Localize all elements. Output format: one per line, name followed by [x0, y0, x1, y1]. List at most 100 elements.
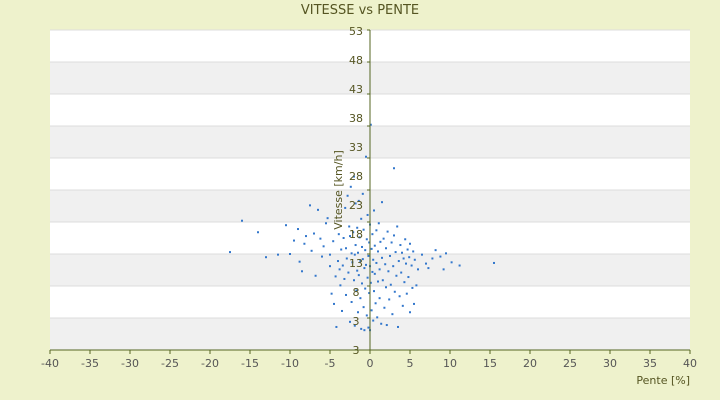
data-point [406, 248, 409, 251]
data-point [408, 256, 411, 259]
data-point [388, 298, 391, 301]
data-point [341, 309, 343, 312]
data-point [370, 309, 373, 312]
data-point [391, 313, 394, 316]
data-point [442, 268, 445, 271]
data-point [411, 286, 414, 289]
data-point [394, 251, 397, 254]
data-points [229, 123, 495, 332]
x-tick-label: 25 [563, 357, 577, 370]
data-point [413, 258, 416, 261]
data-point [425, 262, 427, 265]
data-point [321, 255, 323, 258]
data-point [365, 263, 367, 266]
y-tick-label: 33 [349, 141, 363, 154]
data-point [381, 256, 383, 259]
data-point [241, 219, 243, 222]
x-tick-label: 40 [683, 357, 697, 370]
x-tick-label: 15 [483, 357, 497, 370]
data-point [353, 279, 355, 282]
data-point [378, 268, 381, 271]
data-point [298, 260, 301, 263]
data-point [381, 201, 383, 204]
data-point [375, 261, 378, 264]
data-point [368, 292, 371, 295]
data-point [357, 311, 359, 314]
data-point [257, 231, 259, 234]
data-point [410, 264, 413, 267]
data-point [371, 270, 374, 273]
data-point [335, 325, 338, 328]
data-point [342, 237, 345, 239]
data-point [431, 257, 434, 260]
data-point [345, 293, 347, 296]
y-tick-label: 18 [349, 228, 363, 241]
y-tick-label: 23 [349, 199, 363, 212]
data-point [332, 240, 335, 243]
data-point [413, 302, 415, 305]
data-point [373, 209, 375, 212]
data-point [376, 316, 379, 319]
data-point [417, 268, 419, 271]
data-point [386, 230, 389, 233]
data-point [364, 249, 367, 252]
data-point [366, 213, 369, 216]
data-point [361, 192, 364, 195]
data-point [368, 241, 371, 244]
data-point [314, 274, 317, 277]
x-tick-label: 35 [643, 357, 657, 370]
data-point [367, 326, 370, 329]
data-point [393, 290, 396, 293]
data-point [493, 261, 495, 264]
data-point [396, 225, 399, 228]
data-point [393, 167, 395, 170]
x-tick-label: 30 [603, 357, 617, 370]
data-point [381, 279, 384, 282]
data-point [356, 269, 359, 272]
data-point [367, 254, 370, 257]
data-point [382, 237, 385, 240]
y-tick-labels: 338131823283338434853 [349, 25, 370, 357]
data-point [359, 297, 362, 300]
data-point [385, 247, 387, 250]
data-point [412, 250, 415, 253]
data-point [378, 297, 381, 300]
x-tick-label: 5 [407, 357, 414, 370]
data-point [365, 314, 368, 317]
data-point [345, 257, 348, 260]
data-point [364, 287, 367, 290]
data-point [427, 267, 430, 270]
data-point [329, 253, 331, 256]
data-point [363, 267, 366, 270]
data-point [445, 252, 447, 255]
data-point [439, 255, 442, 258]
data-point [371, 233, 374, 236]
x-tick-label: -40 [41, 357, 59, 370]
x-tick-label: -10 [281, 357, 299, 370]
data-point [277, 253, 279, 256]
x-tick-label: -30 [121, 357, 139, 370]
data-point [349, 320, 351, 323]
data-point [303, 242, 306, 245]
data-point [373, 290, 375, 293]
y-tick-label: 38 [349, 112, 363, 125]
data-point [357, 274, 360, 277]
data-point [353, 253, 356, 256]
data-point [361, 282, 363, 285]
data-point [366, 276, 369, 279]
data-point [305, 235, 307, 238]
data-point [330, 292, 333, 295]
data-point [392, 265, 395, 268]
data-point [352, 231, 355, 234]
y-tick-label: 28 [349, 170, 363, 183]
data-point [398, 295, 401, 298]
data-point [403, 281, 406, 284]
data-point [375, 229, 378, 232]
data-point [354, 202, 357, 205]
data-point [393, 234, 395, 237]
data-point [358, 236, 361, 239]
data-point [421, 253, 423, 256]
x-tick-label: -15 [241, 357, 259, 370]
data-point [372, 258, 375, 261]
